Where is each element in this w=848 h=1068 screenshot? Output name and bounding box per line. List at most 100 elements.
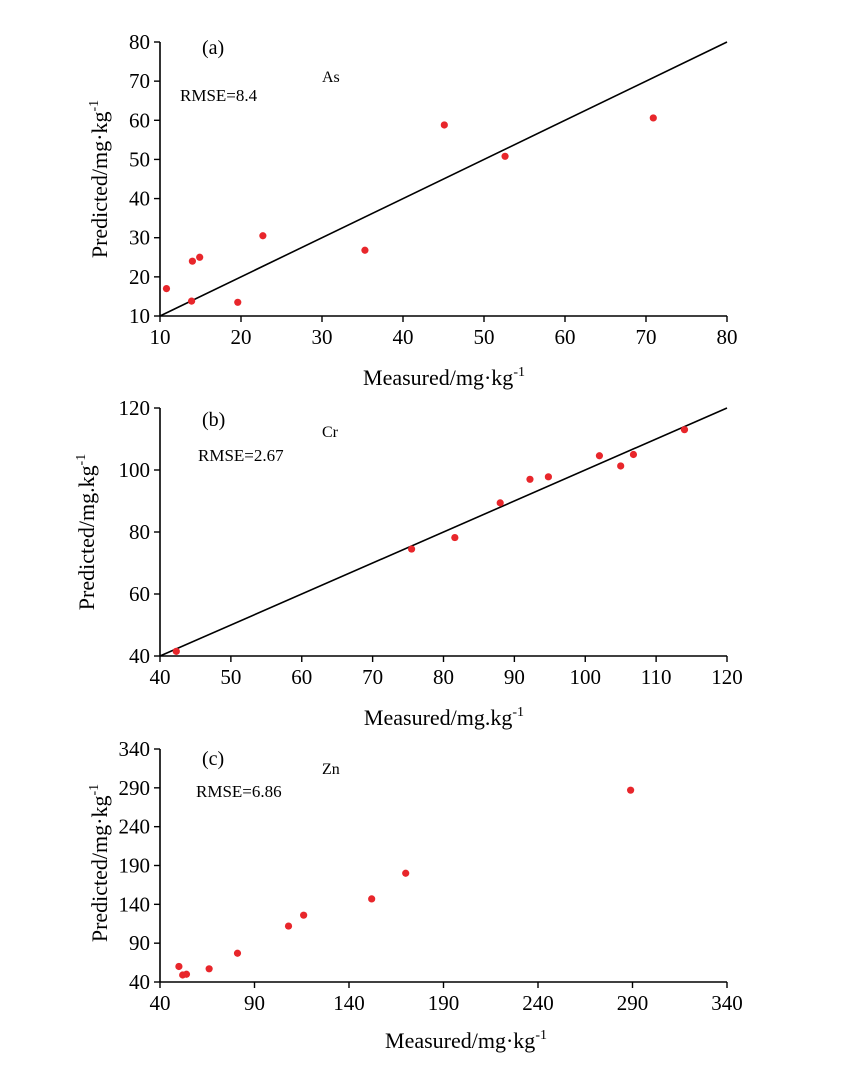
y-tick-label: 80	[129, 520, 150, 544]
x-tick-label: 50	[220, 665, 241, 689]
data-point	[595, 452, 604, 460]
panel-b-element-label: Cr	[322, 424, 339, 441]
panel-b-ylabel: Predicted/mg.kg-1	[74, 454, 99, 610]
y-tick-label: 40	[129, 970, 150, 994]
y-tick-label: 70	[129, 69, 150, 93]
x-tick-label: 60	[555, 325, 576, 349]
x-tick-label: 110	[641, 665, 672, 689]
data-point	[451, 533, 459, 542]
panel-b-one-to-one-line	[159, 407, 728, 657]
data-point	[187, 297, 196, 305]
panel-a-ylabel: Predicted/mg·kg-1	[87, 100, 112, 258]
data-point	[649, 114, 657, 122]
y-tick-label: 190	[119, 854, 151, 878]
panel-b-rmse: RMSE=2.67	[198, 446, 284, 465]
x-tick-label: 140	[333, 991, 365, 1015]
panel-a-points	[162, 114, 657, 306]
y-tick-label: 60	[129, 108, 150, 132]
panel-c-ylabel: Predicted/mg·kg-1	[87, 784, 112, 942]
one-to-one-line	[159, 407, 728, 657]
panel-c-rmse: RMSE=6.86	[196, 782, 282, 801]
data-point	[233, 949, 242, 957]
y-tick-label: 90	[129, 931, 150, 955]
panel-b-label: (b)	[202, 409, 225, 431]
panel-a-axes	[159, 42, 727, 317]
panel-b-ticks: 40 50 60 70 80 90 100 110 120 40 60 80 100 120	[119, 396, 743, 689]
data-point	[368, 895, 376, 903]
x-tick-label: 40	[393, 325, 414, 349]
y-tick-label: 40	[129, 187, 150, 211]
data-point	[402, 869, 410, 877]
data-point	[627, 786, 635, 794]
panel-a-xlabel: Measured/mg·kg-1	[363, 365, 525, 390]
data-point	[234, 298, 242, 306]
panel-a-label: (a)	[202, 37, 224, 59]
x-tick-label: 70	[362, 665, 383, 689]
x-tick-label: 90	[504, 665, 525, 689]
data-point	[680, 426, 689, 434]
y-tick-label: 120	[119, 396, 151, 420]
data-point	[440, 121, 448, 129]
x-tick-label: 80	[433, 665, 454, 689]
y-tick-label: 100	[119, 458, 151, 482]
panel-b-xlabel: Measured/mg.kg-1	[364, 705, 524, 730]
y-tick-label: 290	[119, 776, 151, 800]
y-tick-label: 80	[129, 30, 150, 54]
data-point	[175, 962, 183, 971]
data-point	[300, 911, 308, 919]
x-tick-label: 50	[474, 325, 495, 349]
panel-b-points	[172, 426, 689, 655]
x-tick-label: 100	[570, 665, 602, 689]
y-tick-label: 140	[119, 892, 151, 916]
data-point	[526, 475, 534, 483]
x-tick-label: 90	[244, 991, 265, 1015]
x-tick-label: 60	[291, 665, 312, 689]
x-tick-label: 70	[636, 325, 657, 349]
x-tick-label: 80	[717, 325, 738, 349]
y-tick-label: 10	[129, 304, 150, 328]
y-tick-label: 30	[129, 226, 150, 250]
y-tick-label: 340	[119, 737, 151, 761]
x-tick-label: 240	[522, 991, 554, 1015]
data-point	[188, 257, 196, 265]
data-point	[361, 246, 369, 254]
x-tick-label: 40	[150, 665, 171, 689]
y-tick-label: 60	[129, 582, 150, 606]
x-tick-label: 340	[711, 991, 743, 1015]
panel-a-element-label: As	[322, 69, 340, 86]
data-point	[629, 450, 638, 459]
x-tick-label: 20	[231, 325, 252, 349]
y-tick-label: 20	[129, 265, 150, 289]
panel-b: 40 50 60 70 80 90 100 110 120 40 60 80 100 120 (b) Cr…	[74, 396, 743, 730]
x-tick-label: 40	[150, 991, 171, 1015]
panel-c-label: (c)	[202, 748, 224, 770]
data-point	[284, 922, 293, 930]
one-to-one-line	[159, 41, 728, 317]
panel-c-points	[175, 786, 635, 979]
x-tick-label: 290	[617, 991, 649, 1015]
data-point	[172, 647, 180, 655]
panel-a-rmse: RMSE=8.4	[180, 86, 258, 105]
x-tick-label: 120	[711, 665, 743, 689]
y-tick-label: 50	[129, 147, 150, 171]
x-tick-label: 10	[150, 325, 171, 349]
x-tick-label: 190	[428, 991, 460, 1015]
data-point	[259, 232, 267, 240]
panel-a-one-to-one-line	[159, 41, 728, 317]
data-point	[196, 253, 204, 261]
panel-c-element-label: Zn	[322, 761, 340, 778]
panel-a-ticks: 10 20 30 40 50 60 70 80 10 20 30 40 50 60 70 80	[129, 30, 738, 349]
panel-c-ticks: 40 90 140 190 240 290 340 40 90 140 190 240 290 340	[119, 737, 743, 1015]
data-point	[617, 462, 625, 470]
data-point	[544, 473, 552, 481]
panel-c: 40 90 140 190 240 290 340 40 90 140 190 240 290 340 (…	[87, 737, 743, 1053]
data-point	[205, 965, 213, 973]
x-tick-label: 30	[312, 325, 333, 349]
panel-c-xlabel: Measured/mg·kg-1	[385, 1028, 547, 1053]
y-tick-label: 40	[129, 644, 150, 668]
data-point	[162, 285, 171, 293]
data-point	[182, 970, 191, 978]
data-point	[496, 499, 504, 507]
